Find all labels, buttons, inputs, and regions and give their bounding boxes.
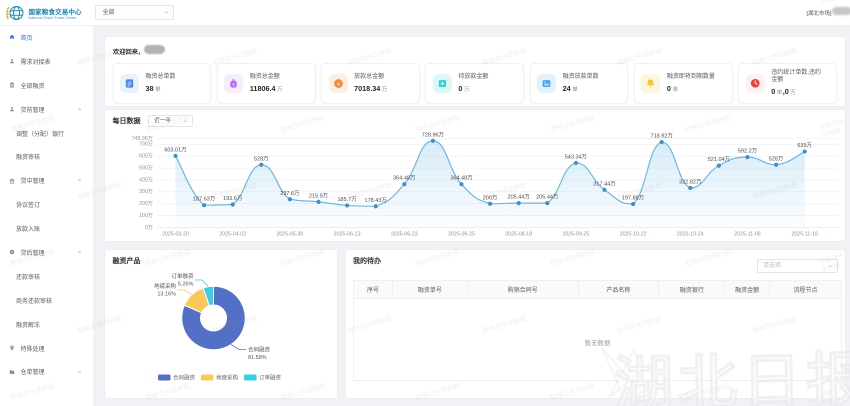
svg-text:100万: 100万: [139, 212, 153, 219]
svg-text:地磅采购: 地磅采购: [216, 374, 239, 382]
svg-text:订单融资: 订单融资: [259, 374, 282, 382]
svg-text:603.01万: 603.01万: [164, 146, 187, 153]
svg-text:¥: ¥: [337, 81, 340, 86]
svg-text:200万: 200万: [139, 200, 153, 207]
svg-text:592.2万: 592.2万: [738, 148, 758, 155]
svg-text:187.63万: 187.63万: [193, 196, 216, 203]
svg-text:2025-10-22: 2025-10-22: [620, 232, 647, 238]
svg-text:300万: 300万: [139, 188, 153, 195]
svg-text:2025-06-25: 2025-06-25: [448, 232, 475, 238]
svg-text:543.34万: 543.34万: [565, 153, 588, 160]
svg-text:¥: ¥: [233, 82, 236, 87]
svg-text:215.9万: 215.9万: [309, 192, 329, 199]
svg-text:500万: 500万: [139, 164, 153, 171]
svg-text:197.88万: 197.88万: [622, 195, 645, 202]
svg-text:205.44万: 205.44万: [536, 194, 559, 201]
svg-text:81.58%: 81.58%: [248, 355, 267, 361]
svg-text:2025-06-23: 2025-06-23: [391, 232, 418, 238]
svg-text:317.44万: 317.44万: [593, 180, 616, 187]
svg-text:合同融资: 合同融资: [248, 346, 271, 354]
svg-text:2025-09-25: 2025-09-25: [562, 232, 589, 238]
svg-text:地磅采购: 地磅采购: [154, 282, 177, 290]
svg-text:728.96万: 728.96万: [422, 131, 445, 138]
svg-text:2025-03-20: 2025-03-20: [162, 232, 189, 238]
svg-text:700万: 700万: [139, 141, 153, 148]
svg-text:合同融资: 合同融资: [173, 374, 196, 382]
svg-text:748.96万: 748.96万: [132, 135, 153, 142]
svg-text:639万: 639万: [797, 142, 812, 149]
svg-text:2025-11-06: 2025-11-06: [734, 232, 761, 238]
svg-text:178.43万: 178.43万: [365, 197, 388, 204]
svg-text:2025-11-18: 2025-11-18: [791, 232, 818, 238]
svg-text:0万: 0万: [145, 224, 153, 231]
svg-text:2025-05-30: 2025-05-30: [276, 232, 303, 238]
svg-text:600万: 600万: [139, 153, 153, 160]
svg-text:2025-04-02: 2025-04-02: [219, 232, 246, 238]
svg-text:订单融资: 订单融资: [171, 272, 194, 280]
svg-text:2025-10-24: 2025-10-24: [677, 232, 704, 238]
svg-text:400万: 400万: [139, 176, 153, 183]
svg-text:200万: 200万: [483, 194, 498, 201]
svg-text:5.26%: 5.26%: [178, 282, 194, 288]
svg-text:528万: 528万: [769, 155, 784, 162]
svg-text:185.7万: 185.7万: [337, 196, 357, 203]
svg-text:193.6万: 193.6万: [223, 195, 243, 202]
svg-text:332.82万: 332.82万: [679, 178, 702, 185]
svg-text:13.16%: 13.16%: [157, 292, 176, 298]
svg-text:528万: 528万: [254, 155, 269, 162]
svg-text:205.44万: 205.44万: [508, 194, 531, 201]
svg-text:2025-06-13: 2025-06-13: [334, 232, 361, 238]
svg-text:521.04万: 521.04万: [708, 156, 731, 163]
svg-text:2025-08-18: 2025-08-18: [505, 232, 532, 238]
svg-text:364.48万: 364.48万: [450, 175, 473, 182]
svg-text:¥: ¥: [11, 250, 13, 254]
svg-text:237.6万: 237.6万: [280, 190, 300, 197]
svg-text:364.48万: 364.48万: [393, 175, 416, 182]
svg-text:718.92万: 718.92万: [651, 133, 674, 140]
